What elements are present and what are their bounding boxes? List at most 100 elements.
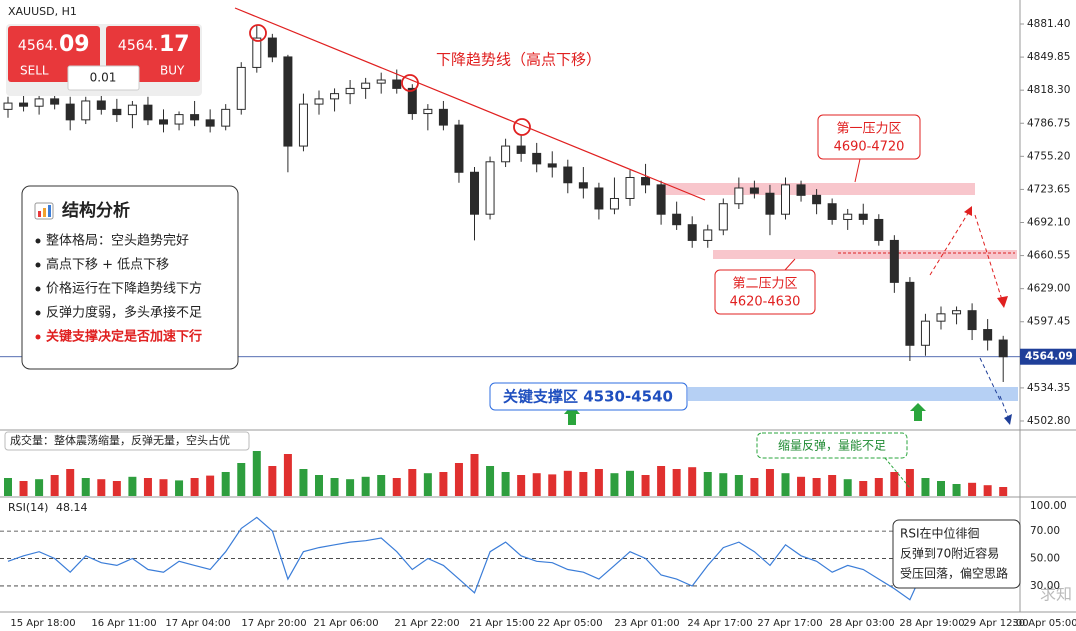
volume-bar xyxy=(765,469,774,496)
candle-body xyxy=(81,100,91,121)
buy-label: BUY xyxy=(160,64,185,78)
volume-bar xyxy=(501,472,510,496)
rsi-tick-label: 70.00 xyxy=(1030,525,1060,537)
callout xyxy=(854,158,861,183)
y-tick-label: 4502.80 xyxy=(1027,415,1070,427)
candle-body xyxy=(314,98,324,105)
high-marker xyxy=(401,74,419,92)
candle-body xyxy=(952,310,962,315)
x-tick-label: 21 Apr 06:00 xyxy=(313,618,378,629)
candle-body xyxy=(392,79,402,89)
volume-bar xyxy=(35,479,44,496)
volume-bar xyxy=(361,476,370,496)
scenario-arrow xyxy=(974,214,1004,304)
candle-body xyxy=(174,114,184,125)
volume-bar xyxy=(703,472,712,496)
rsi-note-box xyxy=(892,519,1021,589)
candle-body xyxy=(983,329,993,341)
zone-range: 4620-4630 xyxy=(730,295,801,310)
candle-body xyxy=(703,229,713,241)
candle-body xyxy=(609,197,619,210)
rsi-note: RSI在中位徘徊 xyxy=(900,526,980,541)
volume-bar xyxy=(439,472,448,496)
y-tick-label: 4786.75 xyxy=(1027,117,1070,129)
y-tick-label: 4692.10 xyxy=(1027,216,1070,228)
lot-input[interactable] xyxy=(67,65,140,91)
candle-body xyxy=(96,100,106,110)
candle-body xyxy=(858,213,868,220)
candle-body xyxy=(672,213,682,226)
volume-bar xyxy=(66,469,75,496)
volume-bar xyxy=(454,463,463,496)
candle-body xyxy=(765,192,775,215)
volume-bar xyxy=(237,463,246,496)
rsi-note: 受压回落，偏空思路 xyxy=(900,566,1008,581)
volume-bar xyxy=(734,475,743,496)
buy-price-big: 17 xyxy=(159,32,190,57)
trendline-label: 下降趋势线（高点下移） xyxy=(436,51,601,69)
x-tick-label: 24 Apr 17:00 xyxy=(687,618,752,629)
candle-body xyxy=(485,161,495,215)
candle-body xyxy=(438,108,448,126)
candle-body xyxy=(967,310,977,331)
volume-bar xyxy=(377,475,386,496)
volume-bar xyxy=(346,479,355,496)
volume-bar xyxy=(812,478,821,496)
zone-range: 4690-4720 xyxy=(834,140,905,155)
zone-label-box xyxy=(817,114,921,160)
candle-body xyxy=(221,108,231,127)
bullet xyxy=(35,262,41,268)
x-tick-label: 15 Apr 18:00 xyxy=(10,618,75,629)
candle-body xyxy=(407,87,417,115)
watermark: 求知 xyxy=(1040,585,1072,604)
candle-body xyxy=(376,79,386,84)
candle-body xyxy=(578,182,588,189)
candle-body xyxy=(920,320,930,346)
candle-body xyxy=(252,37,262,68)
candle-body xyxy=(563,166,573,184)
current-price-box xyxy=(1020,348,1076,365)
x-tick-label: 27 Apr 17:00 xyxy=(757,618,822,629)
candle-body xyxy=(734,187,744,205)
high-marker xyxy=(513,118,531,136)
volume-title-box xyxy=(4,431,250,451)
candle-body xyxy=(330,93,340,100)
candle-body xyxy=(889,239,899,283)
x-tick-label: 22 Apr 05:00 xyxy=(537,618,602,629)
volume-bar xyxy=(874,478,883,496)
zone-name: 第一压力区 xyxy=(836,122,901,137)
candle-body xyxy=(298,103,308,147)
bullet xyxy=(35,238,41,244)
volume-bar xyxy=(221,472,230,496)
volume-bar xyxy=(999,487,1008,496)
candle-body xyxy=(998,339,1008,358)
bullet xyxy=(35,310,41,316)
candle-body xyxy=(749,187,759,194)
sell-price-big: 09 xyxy=(59,32,90,57)
volume-bar xyxy=(50,475,59,496)
volume-bar xyxy=(19,481,28,496)
candle-body xyxy=(267,37,277,58)
volume-bar xyxy=(657,466,666,496)
candle-body xyxy=(50,98,60,105)
candle-body xyxy=(827,203,837,220)
candle-body xyxy=(159,119,168,125)
candle-body xyxy=(143,104,153,121)
candle-body xyxy=(625,177,635,199)
candle-body xyxy=(3,102,13,110)
callout xyxy=(884,457,911,489)
candle-body xyxy=(127,104,137,116)
bullet xyxy=(35,334,41,340)
callout xyxy=(784,258,796,271)
volume-bar xyxy=(983,485,992,496)
x-tick-label: 21 Apr 22:00 xyxy=(394,618,459,629)
volume-bar xyxy=(890,472,899,496)
volume-bar xyxy=(392,478,401,496)
candle-body xyxy=(641,177,651,186)
volume-bar xyxy=(470,454,479,496)
x-tick-label: 30 Apr 05:00 xyxy=(1012,618,1076,629)
candle-body xyxy=(190,114,200,121)
bullet xyxy=(35,286,41,292)
